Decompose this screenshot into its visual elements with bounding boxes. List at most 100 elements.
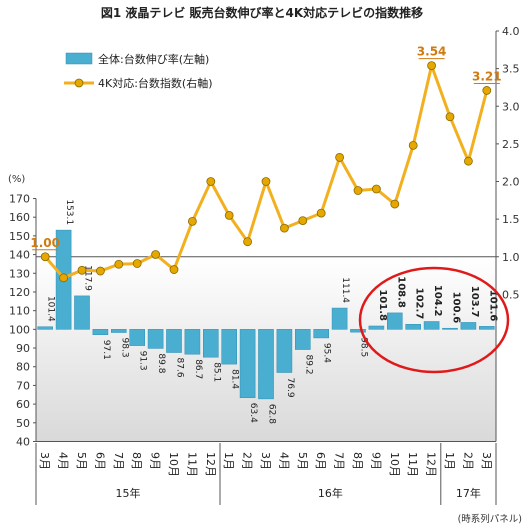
left-axis-tick-label: 150 <box>9 230 30 243</box>
line-point <box>371 184 381 194</box>
bar <box>368 325 385 330</box>
line-series <box>44 64 489 280</box>
bar-value-label: 102.7 <box>414 288 425 320</box>
line-point <box>243 237 253 247</box>
month-label: 11月 <box>406 452 419 477</box>
line-point <box>132 259 142 268</box>
left-axis-tick-label: 80 <box>16 361 30 374</box>
month-label: 7月 <box>112 452 125 470</box>
bar <box>442 327 458 330</box>
bar-value-label: 76.9 <box>285 378 295 398</box>
right-axis-tick-label: 4.0 <box>502 25 520 38</box>
bar-value-label: 101.4 <box>46 296 56 322</box>
left-axis-unit: (%) <box>8 174 25 185</box>
line-point <box>279 223 289 233</box>
bar-value-label: 111.4 <box>340 277 350 303</box>
chart-title: 図1 液晶テレビ 販売台数伸び率と4K対応テレビの指数推移 <box>101 5 423 20</box>
highlight-ellipse <box>358 266 510 374</box>
bar-value-label: 63.4 <box>248 403 258 423</box>
bar-value-label: 85.1 <box>211 362 221 382</box>
line-point <box>335 153 345 162</box>
month-label: 4月 <box>277 452 290 470</box>
month-label: 9月 <box>149 452 162 470</box>
bar-value-label: 87.6 <box>175 358 185 378</box>
line-point <box>96 266 105 276</box>
legend-bar-swatch <box>65 52 93 65</box>
bar-value-label: 117.9 <box>83 265 93 291</box>
bar <box>184 329 201 355</box>
bar <box>92 329 109 336</box>
bar <box>74 295 90 330</box>
bar-value-label: 98.5 <box>359 337 369 357</box>
month-label: 3月 <box>480 452 493 470</box>
month-label: 10月 <box>167 452 180 477</box>
bar-value-label: 108.8 <box>395 276 406 308</box>
bar-value-label: 101.8 <box>377 289 388 321</box>
month-label: 1月 <box>443 452 456 470</box>
month-label: 6月 <box>93 452 106 470</box>
line-point <box>206 177 216 186</box>
bar-value-label: 104.2 <box>432 285 443 317</box>
right-axis-tick-label: 3.0 <box>502 100 520 113</box>
month-label: 3月 <box>38 452 51 470</box>
bar-value-label: 100.6 <box>451 292 462 324</box>
bar <box>350 329 366 333</box>
month-label: 9月 <box>369 452 382 470</box>
right-axis-tick-label: 2.5 <box>502 138 520 151</box>
month-label: 11月 <box>185 452 198 477</box>
left-axis-tick-label: 100 <box>9 323 30 336</box>
line-point <box>169 265 179 274</box>
left-axis-tick-label: 110 <box>9 305 30 318</box>
line-point <box>445 112 455 122</box>
left-axis-tick-label: 120 <box>9 286 30 299</box>
line-point <box>114 259 124 269</box>
bar-value-label: 62.8 <box>267 404 277 424</box>
bar <box>331 307 348 330</box>
right-axis-tick-label: 1.0 <box>502 251 520 264</box>
month-label: 7月 <box>333 452 346 470</box>
line-annotation: 3.21 <box>472 69 502 83</box>
bar <box>221 329 237 365</box>
month-label: 2月 <box>241 452 254 470</box>
bar-value-label: 97.1 <box>101 340 111 360</box>
month-label: 3月 <box>259 452 272 470</box>
legend-bar-label: 全体:台数伸び率(左軸) <box>98 52 209 66</box>
bar-value-label: 101.6 <box>487 290 498 322</box>
line-point <box>77 265 87 275</box>
month-label: 12月 <box>425 452 438 477</box>
left-axis-tick-label: 90 <box>16 342 30 355</box>
line-point <box>427 61 437 71</box>
bar-value-label: 103.7 <box>469 286 480 318</box>
bar <box>203 329 219 358</box>
legend-line-label: 4K対応:台数指数(右軸) <box>98 76 213 90</box>
month-label: 12月 <box>204 452 217 477</box>
line-point <box>463 156 473 166</box>
bar <box>295 329 311 350</box>
bar <box>423 321 440 330</box>
left-axis-tick-label: 40 <box>16 436 30 449</box>
bar-value-label: 95.4 <box>322 343 332 363</box>
bar <box>479 326 495 330</box>
month-label: 5月 <box>296 452 309 470</box>
bar-value-label: 89.2 <box>303 355 313 375</box>
bar-value-label: 86.7 <box>193 359 203 379</box>
year-label: 17年 <box>456 486 481 500</box>
line-point <box>298 216 308 226</box>
bar-value-label: 89.8 <box>156 353 166 373</box>
line-point <box>353 186 363 195</box>
year-label: 16年 <box>318 486 343 500</box>
line-point <box>390 199 400 209</box>
year-label: 15年 <box>116 486 141 500</box>
month-label: 5月 <box>75 452 88 470</box>
month-label: 6月 <box>314 452 327 470</box>
line-point <box>40 252 50 262</box>
bar <box>405 324 421 330</box>
bar <box>37 326 53 330</box>
month-label: 10月 <box>388 452 401 477</box>
line-point <box>408 140 418 150</box>
line-annotation: 1.00 <box>30 236 60 250</box>
bar <box>460 322 477 330</box>
line-point <box>59 273 68 283</box>
bar <box>387 312 403 330</box>
